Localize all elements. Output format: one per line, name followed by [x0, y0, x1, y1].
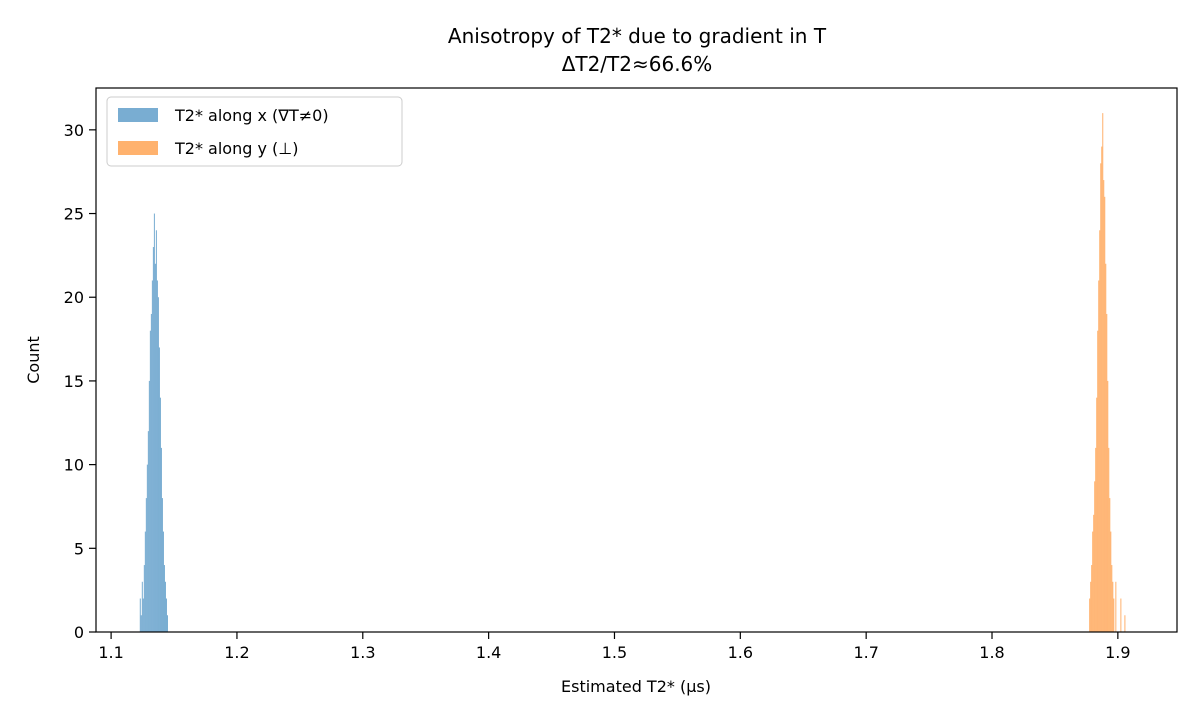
histogram-bar — [1120, 598, 1122, 632]
y-tick-label: 5 — [74, 539, 84, 558]
histogram-bar — [1115, 581, 1117, 632]
series-y — [1089, 113, 1126, 633]
x-tick-label: 1.1 — [98, 643, 123, 662]
histogram-bar — [159, 397, 161, 632]
histogram-bar — [144, 531, 146, 632]
x-axis: 1.1 1.2 1.3 1.4 1.5 1.6 1.7 1.8 1.9 — [98, 632, 1131, 662]
histogram-bar — [155, 230, 157, 632]
y-tick-label: 15 — [64, 372, 84, 391]
histogram-bar — [1091, 565, 1093, 632]
y-tick-label: 20 — [64, 288, 84, 307]
histogram-bar — [1102, 113, 1104, 633]
histogram-bar — [147, 431, 149, 632]
x-tick-label: 1.2 — [224, 643, 249, 662]
histogram-bar — [141, 581, 143, 632]
y-tick-label: 0 — [74, 623, 84, 642]
histogram-bar — [146, 464, 148, 632]
histogram-bar — [145, 498, 147, 632]
legend-label-x: T2* along x (∇T≠0) — [174, 106, 329, 125]
histogram-bar — [1112, 581, 1114, 632]
histogram-bar — [160, 447, 162, 632]
histogram-bar — [1110, 531, 1112, 632]
x-axis-label: Estimated T2* (µs) — [561, 677, 711, 696]
histogram-bar — [140, 615, 142, 632]
chart-subtitle: ΔT2/T2≈66.6% — [562, 52, 713, 76]
x-tick-label: 1.4 — [476, 643, 501, 662]
x-tick-label: 1.6 — [728, 643, 753, 662]
histogram-bar — [154, 263, 156, 632]
histogram-bar — [158, 347, 160, 632]
legend-label-y: T2* along y (⊥) — [174, 139, 298, 158]
histogram-bar — [1101, 146, 1103, 632]
x-tick-label: 1.5 — [602, 643, 627, 662]
bars-layer — [139, 113, 1126, 633]
histogram-bar — [1097, 330, 1099, 632]
histogram-bar — [1094, 481, 1096, 632]
histogram-bar — [149, 330, 151, 632]
x-tick-label: 1.7 — [853, 643, 878, 662]
legend-swatch-y — [118, 141, 158, 155]
histogram-bar — [163, 565, 165, 632]
histogram-bar — [1103, 180, 1105, 632]
histogram-bar — [151, 280, 153, 632]
histogram-bar — [1107, 380, 1109, 632]
histogram-bar — [1108, 447, 1110, 632]
histogram-bar — [152, 247, 154, 632]
histogram-bar — [162, 531, 164, 632]
y-tick-label: 25 — [64, 205, 84, 224]
histogram-bar — [1105, 263, 1107, 632]
histogram-bar — [1096, 397, 1098, 632]
histogram-bar — [142, 598, 144, 632]
chart-title: Anisotropy of T2* due to gradient in T — [448, 24, 827, 48]
x-tick-label: 1.8 — [979, 643, 1004, 662]
histogram-bar — [157, 297, 159, 632]
legend-box — [106, 96, 403, 167]
histogram-bar — [1124, 615, 1126, 632]
histogram-bar — [148, 380, 150, 632]
histogram-bar — [1100, 163, 1102, 632]
legend-swatch-x — [118, 108, 158, 122]
histogram-bar — [1092, 531, 1094, 632]
histogram-bar — [153, 213, 155, 633]
histogram-bar — [165, 598, 167, 632]
plot-frame — [95, 87, 1178, 633]
histogram-bar — [150, 313, 152, 632]
histogram-bar — [156, 280, 158, 632]
y-tick-label: 30 — [64, 121, 84, 140]
histogram-bar — [164, 581, 166, 632]
histogram-bar — [1098, 280, 1100, 632]
histogram-bar — [1113, 598, 1115, 632]
y-axis-label: Count — [24, 336, 43, 384]
histogram-bar — [1109, 498, 1111, 632]
histogram-bar — [1099, 230, 1101, 632]
histogram-bar — [1090, 581, 1092, 632]
histogram-bar — [166, 615, 168, 632]
histogram-bar — [161, 498, 163, 632]
legend: T2* along x (∇T≠0) T2* along y (⊥) — [106, 96, 403, 167]
histogram-bar — [1111, 565, 1113, 632]
histogram-bar — [1093, 514, 1095, 632]
series-x — [139, 213, 168, 633]
histogram-bar — [143, 565, 145, 632]
histogram-bar — [139, 598, 141, 632]
histogram-bar — [1104, 196, 1106, 633]
histogram-bar — [1095, 447, 1097, 632]
histogram-bar — [1089, 598, 1091, 632]
x-tick-label: 1.9 — [1105, 643, 1130, 662]
y-tick-label: 10 — [64, 456, 84, 475]
x-tick-label: 1.3 — [350, 643, 375, 662]
histogram-bar — [1106, 313, 1108, 632]
y-axis: 0 5 10 15 20 25 30 — [64, 121, 96, 642]
